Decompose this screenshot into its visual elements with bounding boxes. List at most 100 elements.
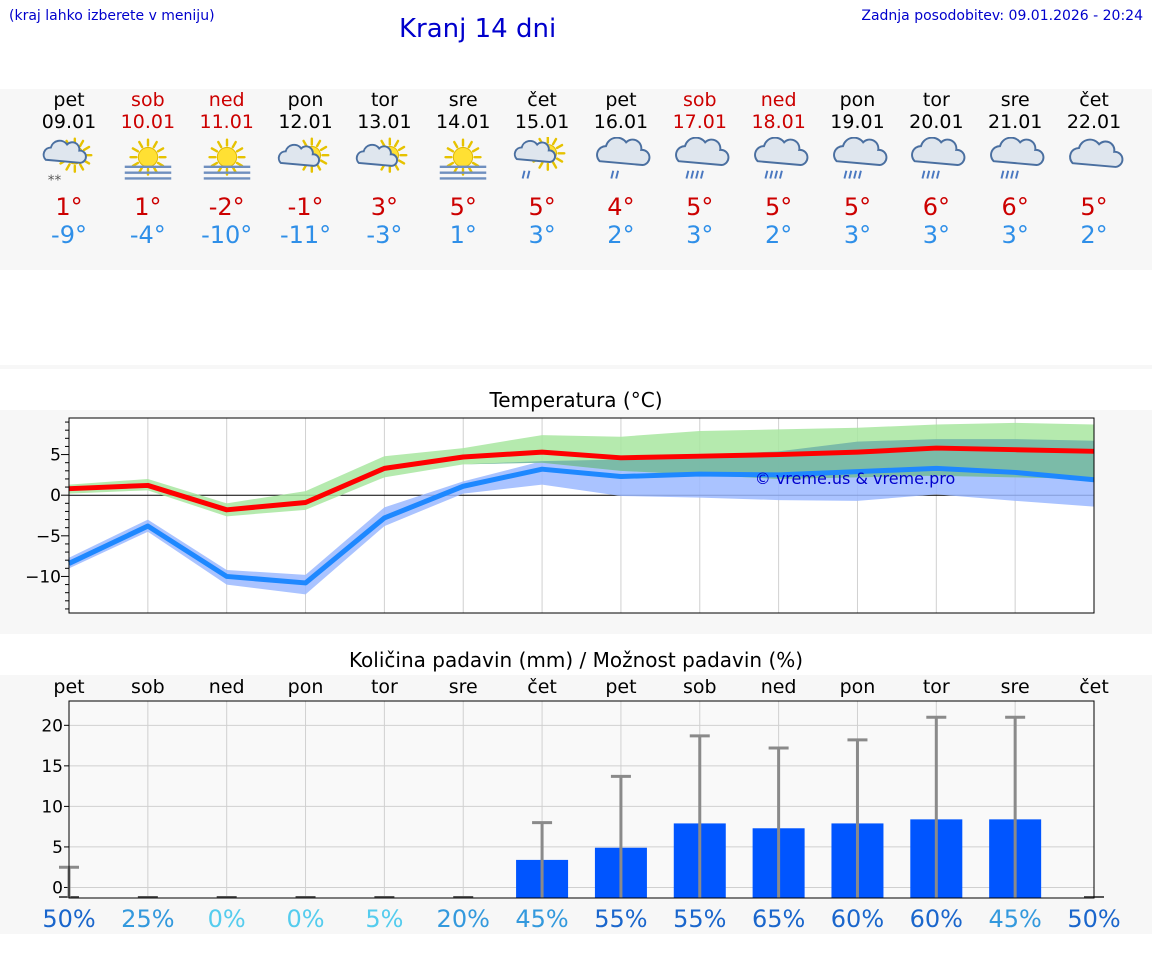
x-category-label: sob [683,676,717,698]
weekday-label: čet [1079,89,1109,111]
precipitation-probability: 55% [594,905,647,933]
max-temperature: 6° [922,193,950,221]
min-temperature-line [67,465,1095,586]
y-tick-label: 5 [52,838,63,858]
x-category-label: pet [605,676,636,698]
precipitation-probability: 20% [437,905,490,933]
sun-fog-icon [440,138,487,180]
min-temperature: 2° [1080,221,1108,249]
day-forecast: pon 19.01 5° 3° [823,89,893,249]
x-category-label: čet [1079,676,1109,698]
weekday-label: pet [53,89,85,111]
min-temperature: 3° [843,221,872,249]
x-category-label: pet [53,676,84,698]
min-temperature-band [69,439,1094,595]
date-label: 13.01 [357,111,412,133]
max-temperature: 3° [370,193,399,221]
x-category-label: sob [131,676,165,698]
day-forecast: tor 13.01 3° -3° [349,89,419,249]
day-forecast: čet 22.01 5° 2° [1059,89,1129,249]
x-category-label: pon [840,676,876,698]
x-category-label: ned [209,676,245,698]
sun-fog-icon [203,138,250,180]
date-label: 21.01 [987,111,1043,133]
cloud-rain-icon [832,137,887,179]
y-tick-label: 20 [41,716,63,736]
sun-fog-icon [124,138,172,180]
date-label: 18.01 [751,111,806,133]
y-tick-label: 0 [50,486,61,506]
y-tick-label: −5 [36,527,61,547]
day-forecast: sob 17.01 5° 3° [665,89,735,249]
min-temperature: 3° [528,221,556,249]
cloud-rain-icon [753,137,809,179]
x-category-label: sre [1001,676,1030,698]
date-label: 15.01 [514,111,570,133]
max-temperature: 5° [686,193,714,221]
cloud-icon [1069,138,1124,168]
x-category-label: tor [371,676,398,698]
weekday-label: sre [448,89,478,111]
date-label: 12.01 [278,111,333,133]
y-tick-label: 10 [41,797,63,817]
band-overlap [69,439,1094,517]
date-label: 09.01 [41,111,97,133]
svg-text:**: ** [48,172,62,187]
weekday-label: ned [208,89,245,111]
y-tick-label: −10 [25,567,61,587]
location-menu-hint[interactable]: (kraj lahko izberete v meniju) [9,8,215,24]
min-temperature: -9° [51,221,87,249]
cloud-rain-icon [990,137,1045,179]
precipitation-plot-frame [68,700,1095,899]
day-forecast: tor 20.01 6° 3° [901,89,971,249]
precipitation-probability: 45% [515,905,568,933]
min-temperature: -3° [366,221,403,249]
temperature-plot-frame [68,417,1095,614]
weekday-label: sob [683,89,717,111]
x-category-label: ned [761,676,797,698]
precipitation-probability: 60% [831,905,884,933]
partly-cloudy-rain-icon [513,137,566,179]
precipitation-probability: 50% [1067,905,1120,933]
cloud-rain-icon [674,137,730,179]
precipitation-probability: 0% [286,905,324,933]
min-temperature: 2° [607,221,635,249]
date-label: 16.01 [593,111,649,133]
max-temperature: -1° [287,193,324,221]
date-label: 22.01 [1066,111,1122,133]
precipitation-probability: 45% [988,905,1041,933]
day-forecast: pon 12.01 -1° -11° [271,89,341,249]
min-temperature: 2° [765,221,793,249]
max-temperature-line [68,445,1095,513]
max-temperature: 5° [1080,193,1108,221]
max-temperature: 1° [55,193,83,221]
precipitation-probability: 55% [673,905,726,933]
max-temperature: 5° [843,193,872,221]
max-temperature: 6° [1001,193,1029,221]
precipitation-probability: 5% [365,905,403,933]
day-forecast: sob 10.01 1° -4° [113,89,183,249]
min-temperature: 3° [922,221,950,249]
forecast-strip [0,89,1152,270]
weekday-label: tor [922,89,950,111]
max-temperature: -2° [208,193,245,221]
max-temperature: 5° [765,193,793,221]
last-update: Zadnja posodobitev: 09.01.2026 - 20:24 [861,8,1143,24]
max-temperature: 4° [607,193,635,221]
cloud-light-rain-icon [596,137,651,179]
weekday-label: tor [370,89,398,111]
day-forecast: sre 14.01 5° 1° [428,89,498,249]
x-category-label: sre [449,676,478,698]
max-temperature: 5° [449,193,477,221]
date-label: 19.01 [830,111,885,133]
max-temperature: 1° [134,193,162,221]
day-forecast: pet 09.01 ** 1° -9° [34,89,104,249]
min-temperature: -11° [279,221,332,249]
date-label: 11.01 [199,111,254,133]
y-tick-label: 15 [41,757,63,777]
precipitation-probability: 50% [42,905,95,933]
min-temperature: -10° [201,221,253,249]
partly-cloudy-icon [277,137,330,173]
